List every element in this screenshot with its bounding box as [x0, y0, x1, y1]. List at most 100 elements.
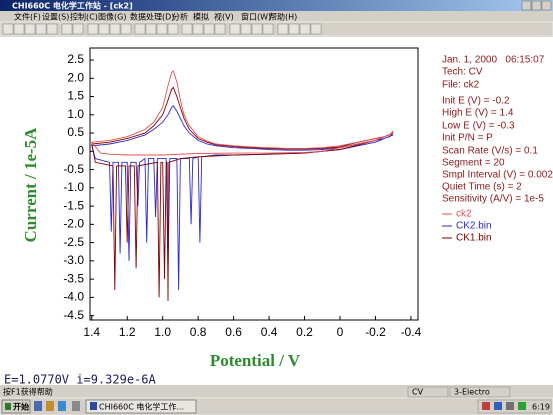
y-tick-label: -1.0 [63, 180, 84, 194]
parameter-text: Quiet Time (s) = 2 [442, 182, 522, 193]
toolbar-button[interactable] [2, 23, 14, 35]
quick-launch-icon[interactable] [72, 401, 80, 411]
toolbar-button[interactable] [156, 23, 168, 35]
cv-curve [90, 70, 394, 156]
toolbar-button[interactable] [98, 23, 110, 35]
y-tick-label: 0.5 [67, 125, 84, 139]
menu-item[interactable]: 数据处理(D) [130, 12, 174, 22]
toolbar-button[interactable] [288, 23, 300, 35]
toolbar-button[interactable] [87, 23, 99, 35]
toolbar-button[interactable] [145, 23, 157, 35]
status-pane [407, 386, 449, 398]
start-icon [5, 403, 11, 410]
toolbar-button[interactable] [203, 23, 215, 35]
plot-frame [89, 47, 419, 321]
toolbar-button[interactable] [13, 23, 25, 35]
x-tick-label: 0 [337, 325, 344, 339]
toolbar-button[interactable] [134, 23, 146, 35]
y-tick-label: -2.5 [63, 235, 84, 249]
toolbar-button[interactable] [24, 23, 36, 35]
toolbar-button[interactable] [61, 23, 73, 35]
y-tick-label: 0 [77, 143, 84, 157]
toolbar-button[interactable] [72, 23, 84, 35]
parameter-text: Sensitivity (A/V) = 1e-5 [442, 194, 544, 205]
y-tick-label: 2.5 [67, 52, 84, 66]
toolbar-button[interactable] [120, 23, 132, 35]
toolbar-button[interactable] [35, 23, 47, 35]
parameter-text: High E (V) = 1.4 [442, 108, 514, 119]
toolbar-button[interactable] [192, 23, 204, 35]
parameter-text: Jan. 1, 2000 06:15:07 [442, 55, 545, 66]
task-icon [90, 402, 97, 410]
y-tick-label: 2.0 [67, 70, 84, 84]
taskbar [0, 397, 553, 415]
cv-curve [91, 86, 394, 302]
y-tick-label: -4.0 [63, 290, 84, 304]
x-tick-label: 1.0 [154, 325, 171, 339]
menu-item[interactable]: 帮助(H) [269, 12, 297, 22]
quick-launch-icon[interactable] [58, 401, 66, 411]
y-tick-label: -4.5 [63, 308, 84, 322]
client-area [0, 37, 553, 385]
parameter-text: Smpl Interval (V) = 0.002 [442, 170, 553, 181]
x-tick-label: 1.2 [119, 325, 136, 339]
menu-item[interactable]: 模拟 [193, 12, 209, 22]
close-button[interactable] [541, 0, 552, 11]
menu-item[interactable]: 分析 [172, 12, 188, 22]
toolbar-button[interactable] [229, 23, 241, 35]
y-tick-label: -3.5 [63, 271, 84, 285]
toolbar-button[interactable] [299, 23, 311, 35]
quick-launch-icon[interactable] [34, 401, 42, 411]
cv-curve [91, 104, 394, 291]
menu-item[interactable]: 设置(S) [42, 12, 69, 22]
start-label: 开始 [13, 402, 29, 412]
tray-icon[interactable] [482, 402, 490, 410]
minimize-button[interactable] [521, 0, 532, 11]
maximize-button[interactable] [531, 0, 542, 11]
tray-icon[interactable] [518, 402, 526, 410]
legend-label: ck2 [456, 209, 472, 220]
menu-item[interactable]: 控制(C) [70, 12, 98, 22]
toolbar-button[interactable] [262, 23, 274, 35]
status-tech: CV [412, 388, 424, 397]
y-axis-label: Current / 1e-5A [21, 127, 40, 243]
menu-item[interactable]: 窗口(W) [241, 12, 271, 22]
quick-launch-icon[interactable] [46, 401, 54, 411]
tray-icon[interactable] [506, 402, 514, 410]
y-tick-label: -2.0 [63, 217, 84, 231]
legend-label: CK1.bin [456, 233, 492, 244]
menu-item[interactable]: 视(V) [214, 12, 234, 22]
status-help: 按F1获得帮助 [3, 387, 53, 397]
x-tick-label: 1.4 [83, 325, 100, 339]
tray-icon[interactable] [494, 402, 502, 410]
menu-bar [0, 11, 553, 22]
toolbar-button[interactable] [46, 23, 58, 35]
cursor-readout: E=1.0770V i=9.329e-6A [4, 373, 156, 387]
toolbar-button[interactable] [240, 23, 252, 35]
window-title: CHI660C 电化学工作站 - [ck2] [12, 1, 133, 11]
menu-item[interactable]: 文件(F) [14, 12, 41, 22]
menu-item[interactable]: 图像(G) [98, 12, 126, 22]
y-tick-label: 1.5 [67, 89, 84, 103]
parameter-text: Tech: CV [442, 67, 483, 78]
toolbar-button[interactable] [181, 23, 193, 35]
y-tick-label: -1.5 [63, 198, 84, 212]
toolbar-button[interactable] [310, 23, 322, 35]
toolbar-button[interactable] [167, 23, 179, 35]
toolbar-buttons [2, 23, 322, 35]
x-tick-label: 0.6 [225, 325, 242, 339]
parameter-text: Low E (V) = -0.3 [442, 121, 515, 132]
toolbar-button[interactable] [277, 23, 289, 35]
toolbar-button[interactable] [109, 23, 121, 35]
x-tick-label: -0.4 [401, 325, 422, 339]
x-axis-label: Potential / V [210, 351, 301, 370]
legend-label: CK2.bin [456, 221, 492, 232]
task-button[interactable] [85, 399, 197, 414]
toolbar-button[interactable] [214, 23, 226, 35]
y-tick-label: -0.5 [63, 162, 84, 176]
toolbar-button[interactable] [251, 23, 263, 35]
x-tick-label: 0.4 [261, 325, 278, 339]
parameter-text: Init E (V) = -0.2 [442, 96, 510, 107]
